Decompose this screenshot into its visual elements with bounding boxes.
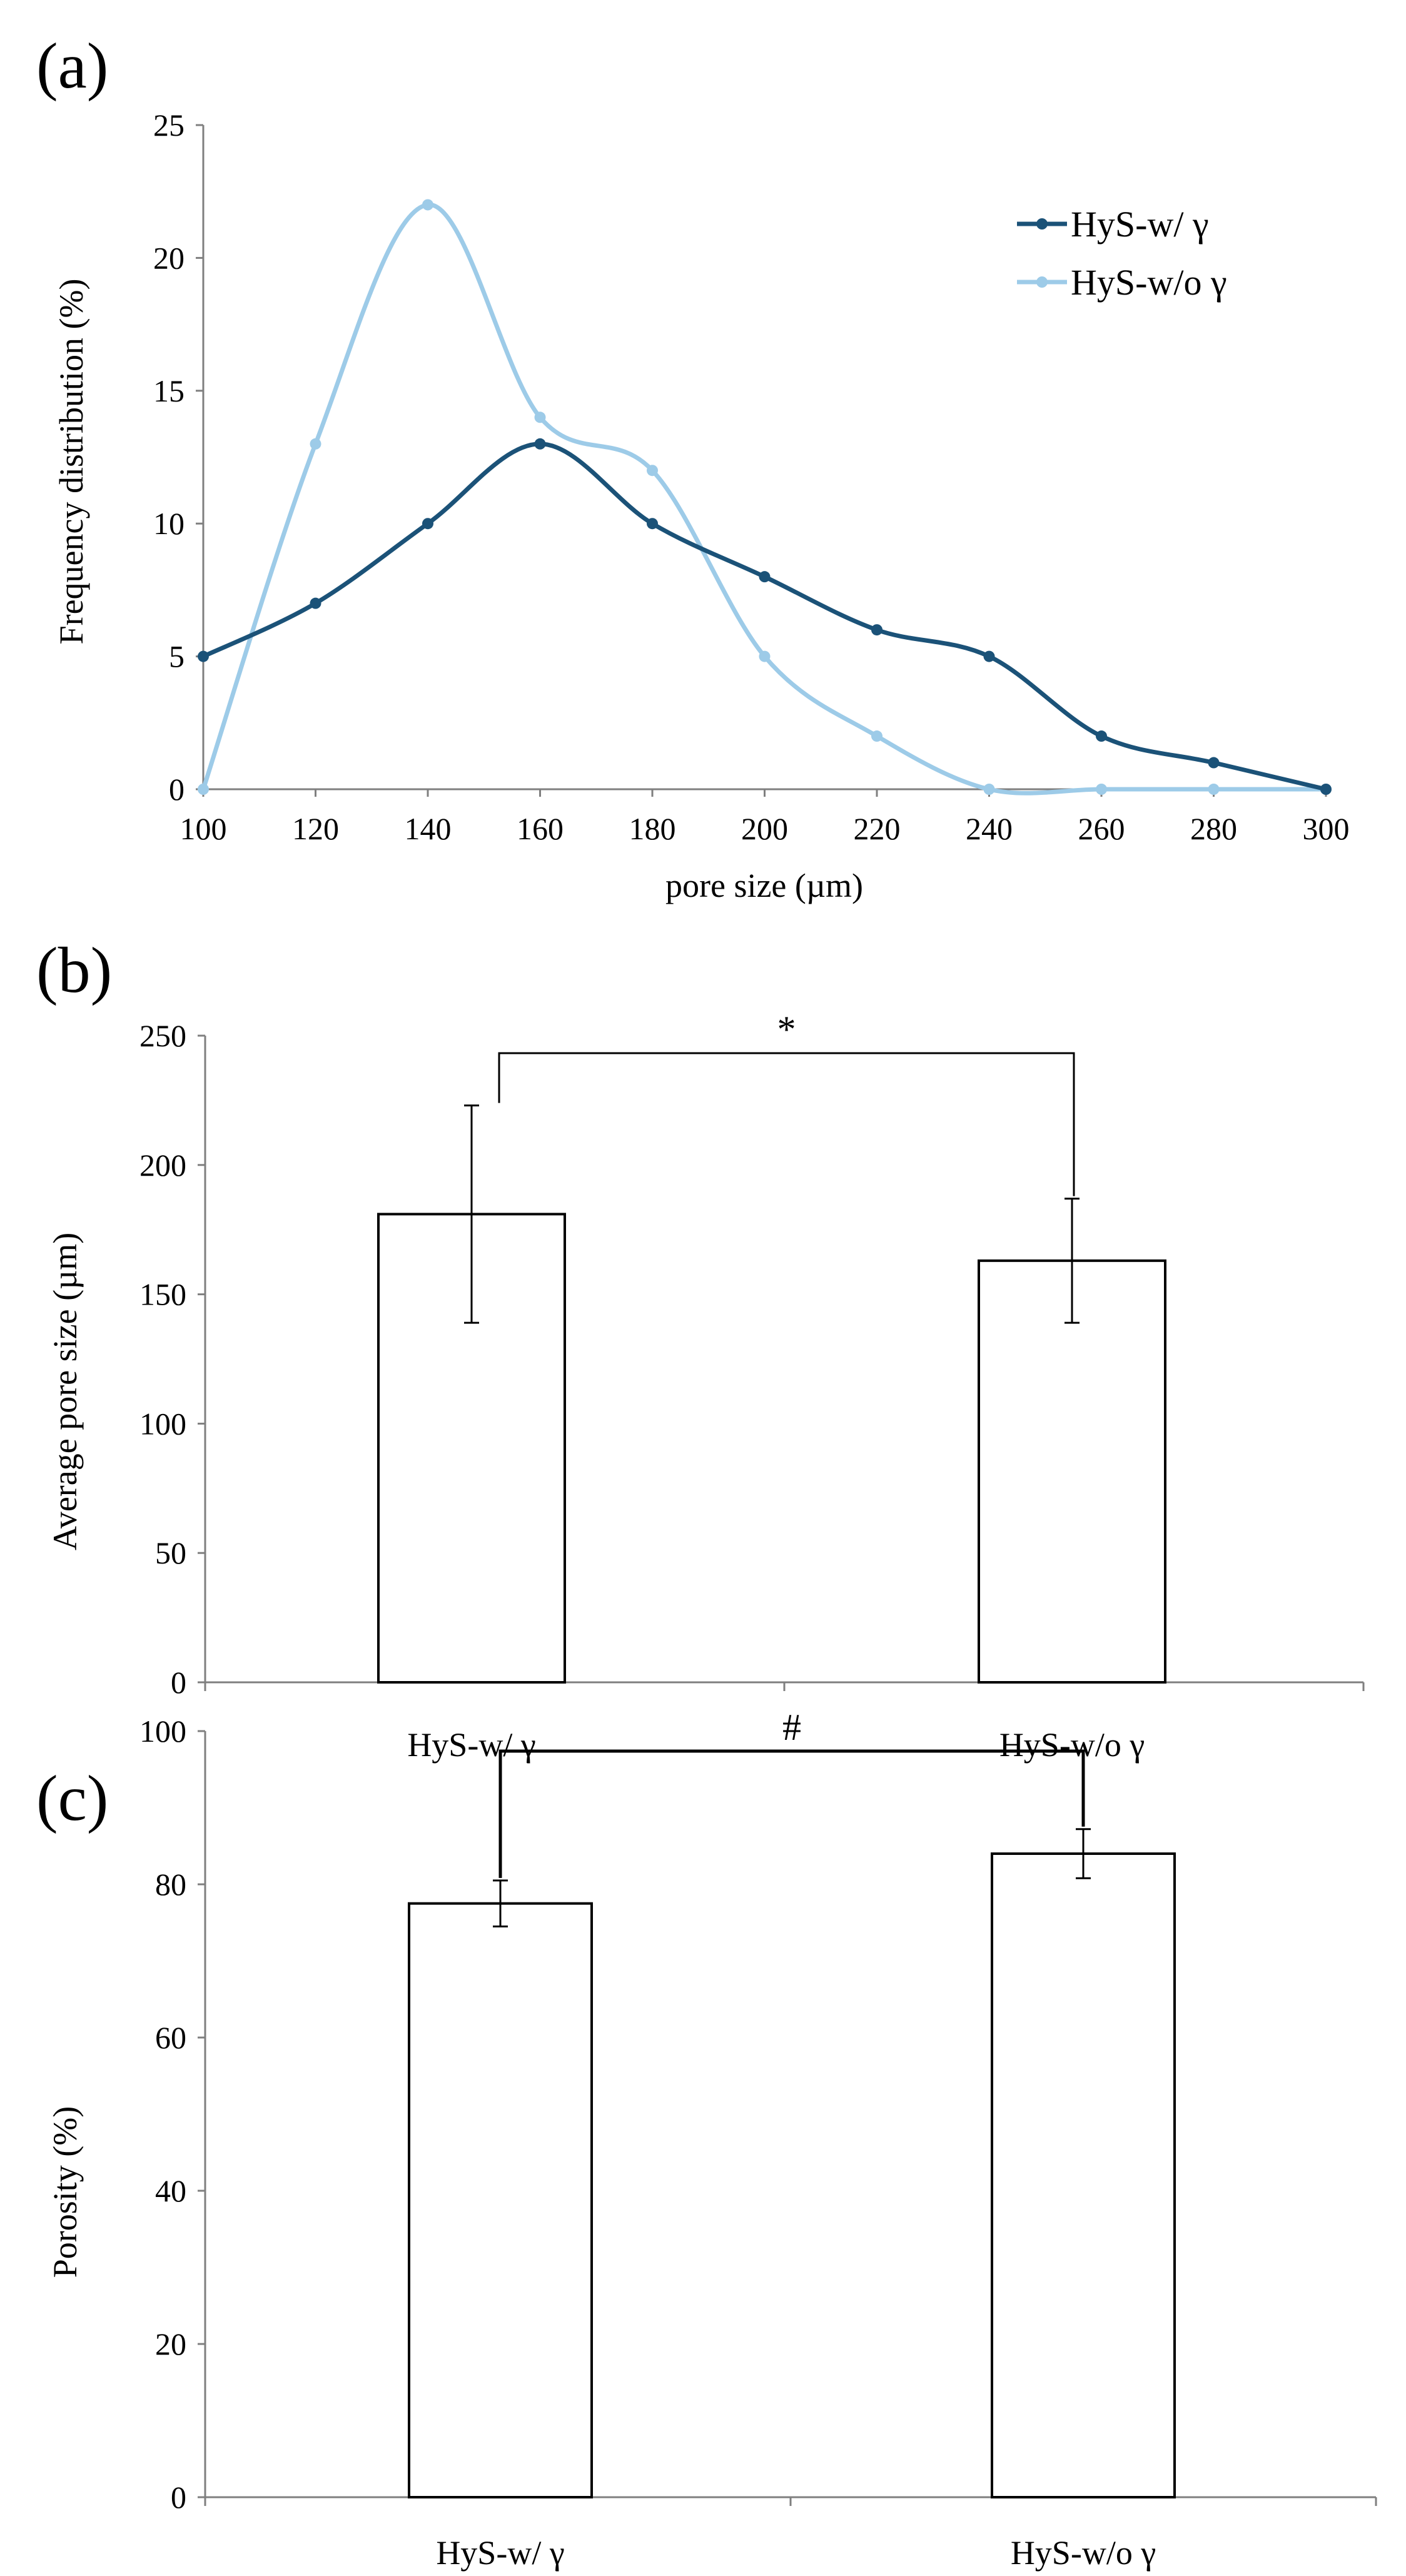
- panel-b-y-tick-label: 250: [139, 1018, 186, 1053]
- panel-a-x-tick-label: 140: [405, 811, 452, 846]
- panel-a-x-tick-label: 160: [517, 811, 564, 846]
- data-point-series_light: [310, 438, 321, 450]
- panel-c-y-tick-label: 60: [155, 2020, 186, 2055]
- panel-a-line-chart: (a) 0 5 10 15 20 25 100 120 140 160 180 200 220 240 2…: [36, 30, 1350, 904]
- panel-c-y-tick-labels: 0 20 40 60 80 100: [139, 1714, 186, 2515]
- data-point-series_dark: [759, 571, 771, 583]
- panel-b-y-tick-label: 50: [155, 1535, 186, 1570]
- panel-b-bar: [978, 1259, 1166, 1684]
- panel-c-category-label: HyS-w/o γ: [1011, 2534, 1156, 2572]
- panel-a-y-tick-label: 20: [153, 240, 185, 275]
- data-point-series_light: [1208, 784, 1220, 795]
- panel-b-y-tick-label: 0: [171, 1665, 186, 1700]
- legend-label-hys-wo: HyS-w/o γ: [1071, 262, 1227, 303]
- panel-c-significance-bracket: #: [498, 1707, 1085, 1878]
- panel-c-label: (c): [36, 1762, 108, 1834]
- panel-b-x-tick-labels: HyS-w/ γ HyS-w/o γ: [407, 1726, 1145, 1764]
- panel-b-significance-bracket: *: [498, 1009, 1075, 1196]
- data-point-series_dark: [534, 438, 546, 450]
- panel-b-label: (b): [36, 934, 112, 1006]
- panel-c-bars: [408, 1828, 1176, 2498]
- panel-c-bar: [991, 1852, 1176, 2498]
- panel-c-bar: [408, 1902, 593, 2498]
- panel-b-category-label: HyS-w/ γ: [407, 1726, 535, 1764]
- panel-a-label: (a): [36, 30, 108, 102]
- panel-a-y-axis-title: Frequency distribution (%): [53, 279, 90, 645]
- panel-a-x-tick-label: 240: [966, 811, 1013, 846]
- panel-c-y-tick-label: 40: [155, 2173, 186, 2208]
- panel-a-x-tick-label: 300: [1303, 811, 1350, 846]
- panel-a-x-tick-label: 200: [741, 811, 788, 846]
- panel-c-significance-label: #: [782, 1707, 801, 1748]
- panel-b-bracket-line: [498, 1052, 1075, 1196]
- panel-c-bar-chart: (c) 0 20 40 60 80 100 HyS-w/ γ HyS-w/o γ # Por…: [36, 1707, 1377, 2572]
- legend-label-hys-w: HyS-w/ γ: [1071, 204, 1209, 245]
- panel-b-y-axis-title: Average pore size (µm): [46, 1233, 84, 1550]
- panel-b-y-tick-label: 200: [139, 1148, 186, 1183]
- panel-c-y-tick-label: 80: [155, 1867, 186, 1902]
- panel-c-axes: [198, 1730, 1377, 2506]
- panel-a-x-tick-label: 220: [854, 811, 901, 846]
- panel-a-x-tick-label: 280: [1190, 811, 1237, 846]
- data-point-series_dark: [422, 518, 433, 530]
- panel-a-y-tick-label: 25: [153, 108, 185, 143]
- panel-a-y-tick-label: 10: [153, 506, 185, 541]
- panel-c-x-tick-labels: HyS-w/ γ HyS-w/o γ: [436, 2534, 1156, 2572]
- legend-marker-hys-w: [1036, 218, 1048, 230]
- data-point-series_dark: [871, 624, 883, 636]
- data-point-series_dark: [310, 597, 321, 609]
- panel-a-y-tick-labels: 0 5 10 15 20 25: [153, 108, 185, 807]
- panel-c-bracket-line: [498, 1749, 1085, 1878]
- panel-c-category-label: HyS-w/ γ: [436, 2534, 564, 2572]
- panel-a-series: [198, 199, 1332, 796]
- legend-entry-hys-wo: HyS-w/o γ: [1017, 262, 1227, 303]
- data-point-series_light: [534, 412, 546, 423]
- panel-b-y-tick-labels: 0 50 100 150 200 250: [139, 1018, 186, 1700]
- panel-c-y-tick-label: 20: [155, 2326, 186, 2361]
- panel-a-y-tick-label: 5: [169, 639, 185, 674]
- data-point-series_dark: [1320, 784, 1332, 795]
- panel-c-y-axis-title: Porosity (%): [46, 2106, 84, 2278]
- panel-c-y-tick-label: 100: [139, 1714, 186, 1749]
- panel-a-x-tick-labels: 100 120 140 160 180 200 220 240 260 280 300: [180, 811, 1350, 846]
- panel-a-x-tick-label: 120: [292, 811, 339, 846]
- data-point-series_dark: [1096, 730, 1107, 742]
- data-point-series_dark: [198, 650, 209, 662]
- panel-a-y-tick-label: 0: [169, 772, 185, 807]
- panel-b-axes: [198, 1034, 1365, 1691]
- data-point-series_light: [871, 730, 883, 742]
- panel-a-x-tick-label: 180: [629, 811, 676, 846]
- data-point-series_dark: [983, 650, 995, 662]
- data-point-series_dark: [647, 518, 658, 530]
- panel-a-legend: HyS-w/ γ HyS-w/o γ: [1017, 204, 1227, 303]
- panel-b-significance-label: *: [777, 1009, 796, 1050]
- panel-b-bars: [377, 1104, 1166, 1684]
- panel-a-x-axis-title: pore size (µm): [665, 867, 863, 904]
- legend-marker-hys-wo: [1036, 276, 1048, 288]
- panel-b-category-label: HyS-w/o γ: [999, 1726, 1145, 1764]
- panel-a-x-tick-label: 100: [180, 811, 227, 846]
- legend-entry-hys-w: HyS-w/ γ: [1017, 204, 1209, 245]
- data-point-series_light: [422, 199, 433, 211]
- panel-a-x-tick-label: 260: [1078, 811, 1125, 846]
- panel-b-y-tick-label: 150: [139, 1277, 186, 1312]
- data-point-series_light: [647, 465, 658, 477]
- series-line-series_dark: [202, 442, 1327, 792]
- data-point-series_light: [983, 784, 995, 795]
- data-point-series_light: [198, 784, 209, 795]
- data-point-series_light: [1096, 784, 1107, 795]
- panel-c-y-tick-label: 0: [171, 2480, 186, 2515]
- panel-a-y-tick-label: 15: [153, 373, 185, 408]
- panel-b-y-tick-label: 100: [139, 1406, 186, 1441]
- data-point-series_dark: [1208, 757, 1220, 769]
- data-point-series_light: [759, 650, 771, 662]
